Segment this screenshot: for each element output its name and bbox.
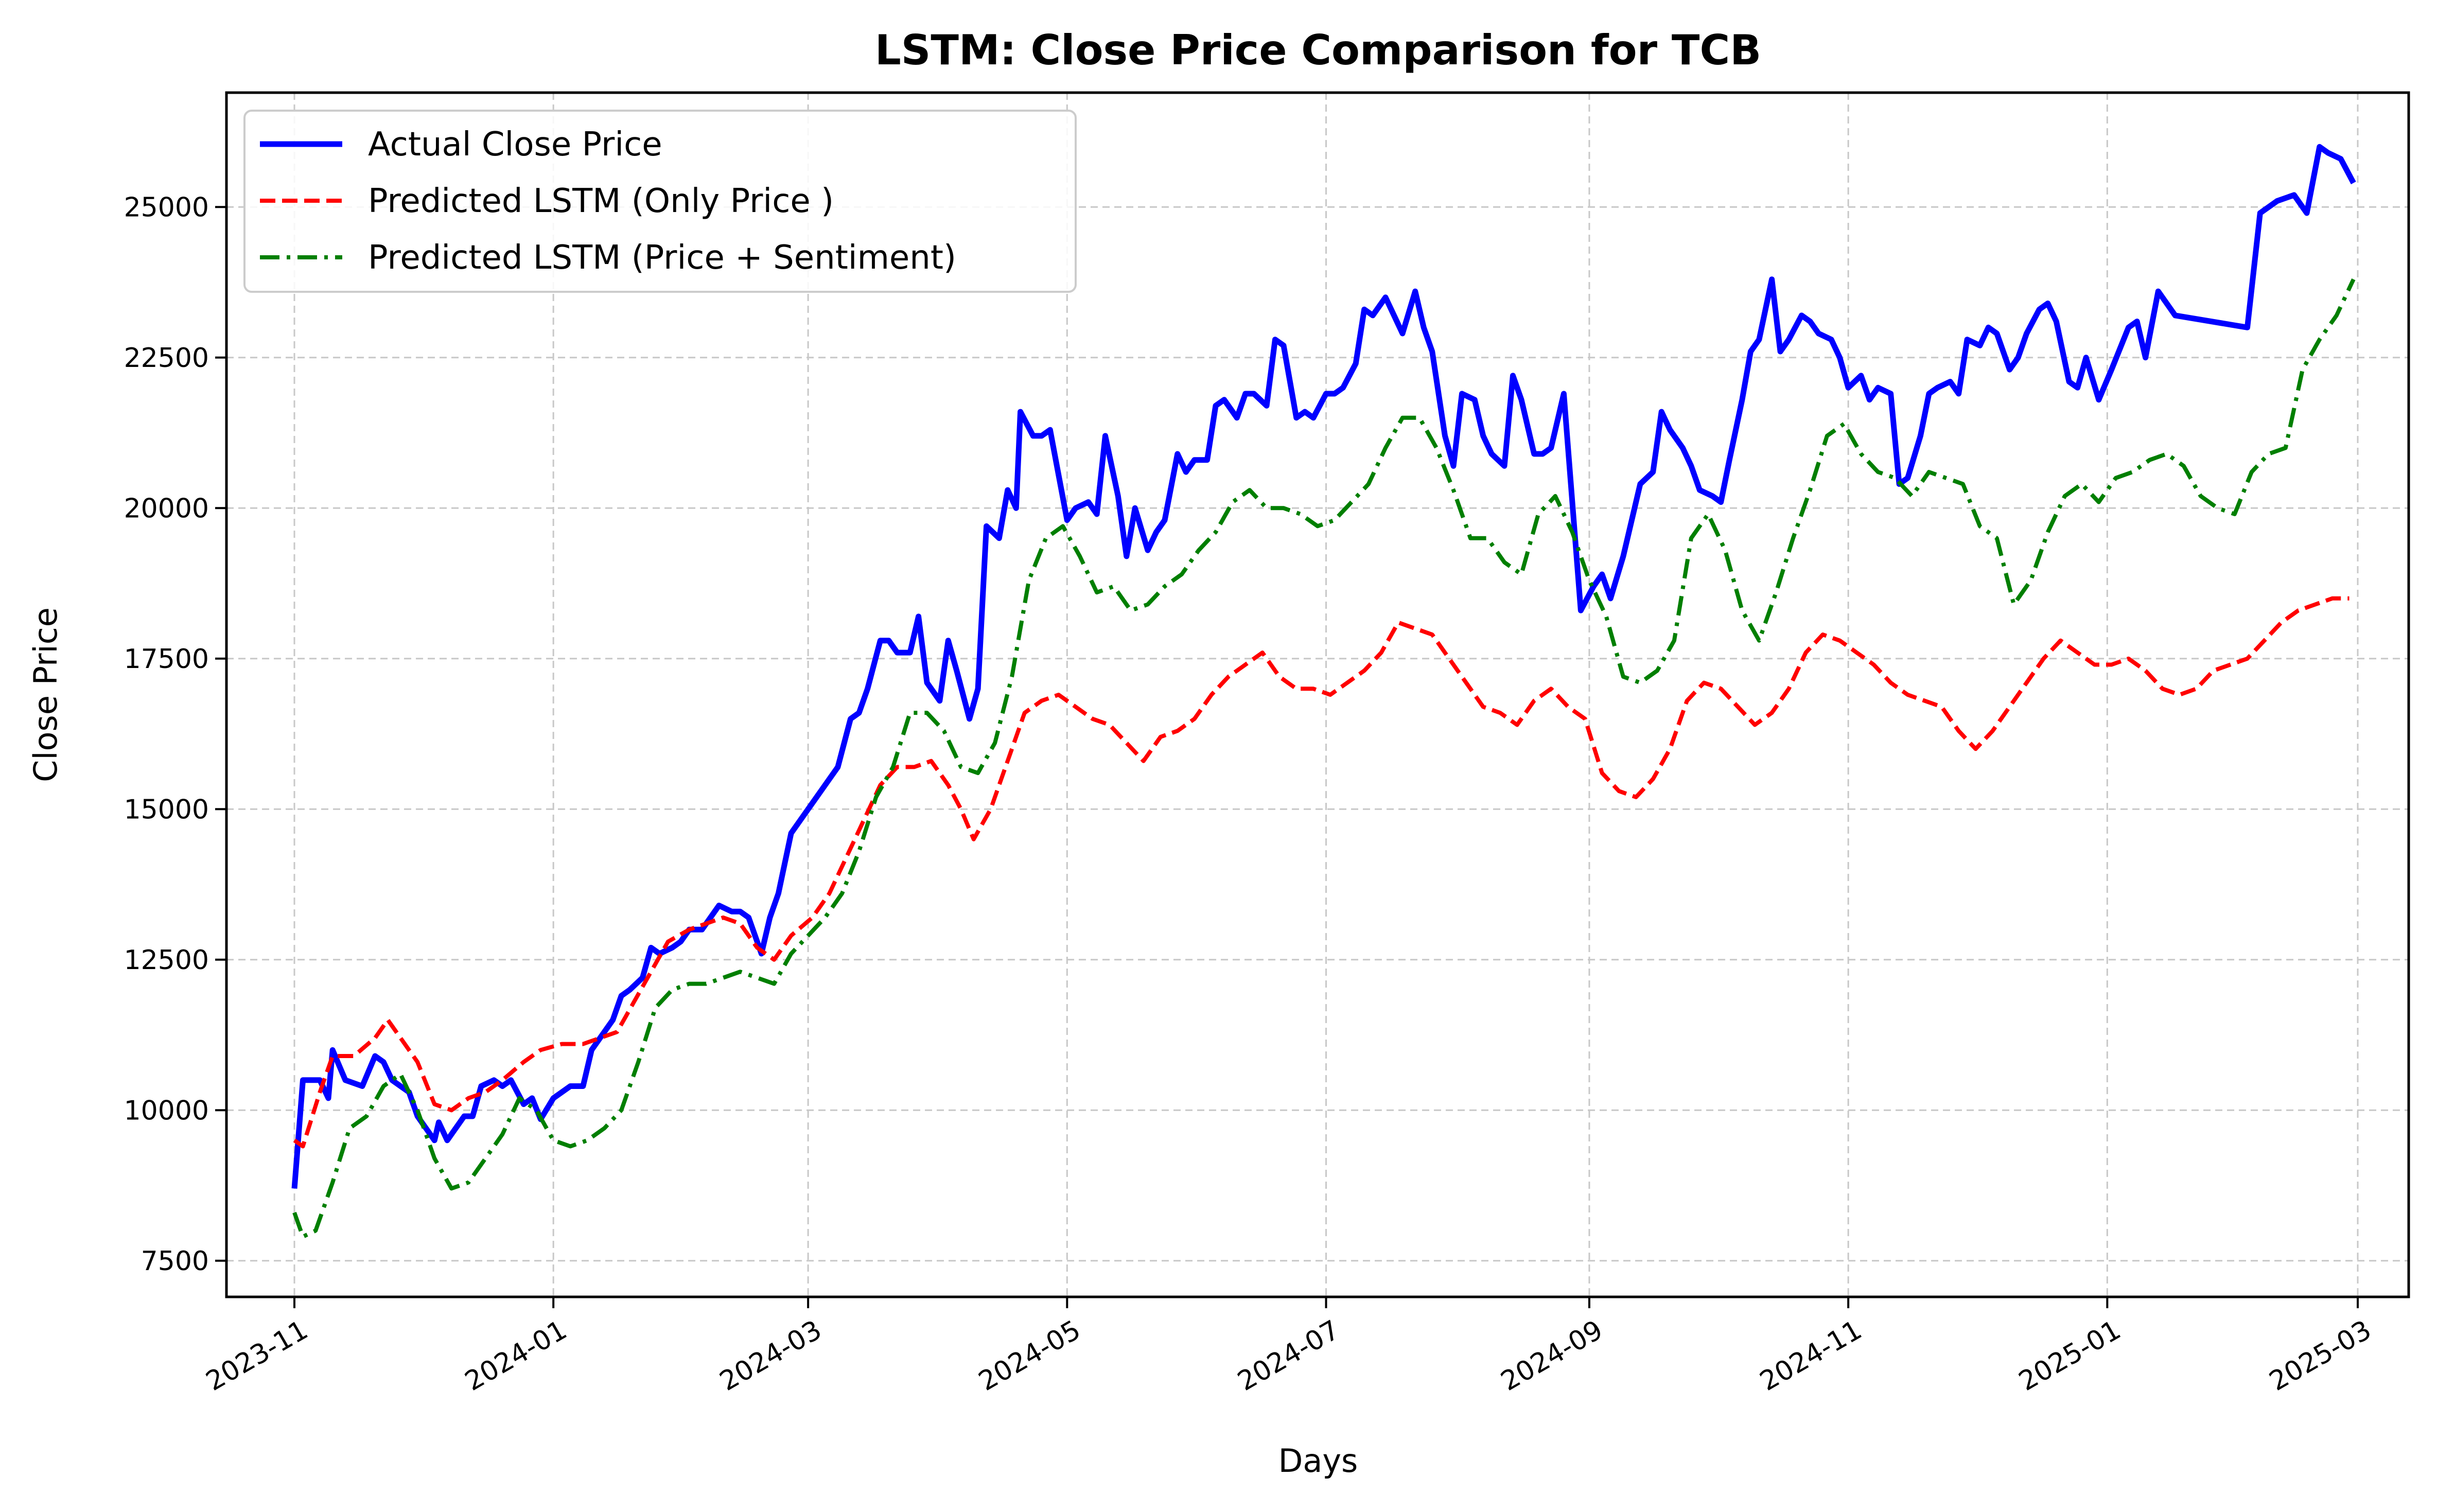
series-group — [291, 144, 2356, 1239]
y-tick-label: 22500 — [124, 343, 209, 374]
y-tick-label: 10000 — [124, 1095, 209, 1126]
y-tick-label: 20000 — [124, 493, 209, 524]
legend-box — [243, 110, 1077, 293]
y-axis: 7500 10000 12500 15000 17500 20000 22500 25000 — [124, 192, 226, 1277]
series-line-predicted-lstm-price-sentiment — [292, 278, 2356, 1239]
x-axis-label: Days — [1278, 1442, 1358, 1480]
chart-title: LSTM: Close Price Comparison for TCB — [875, 26, 1761, 74]
y-axis-label: Close Price — [27, 607, 64, 782]
y-tick-label: 17500 — [124, 644, 209, 675]
legend[interactable]: Actual Close Price Predicted LSTM (Only P… — [243, 110, 1077, 293]
y-tick-label: 7500 — [141, 1246, 209, 1277]
legend-label: Actual Close Price — [368, 126, 662, 164]
series-line-predicted-lstm-only-price — [293, 596, 2350, 1149]
plot-frame — [225, 91, 2410, 1298]
grid — [226, 93, 2409, 1297]
y-tick-label: 15000 — [124, 794, 209, 825]
legend-label: Predicted LSTM (Only Price ) — [368, 182, 834, 220]
series-line-actual-close-price — [291, 144, 2356, 1189]
y-tick-label: 12500 — [124, 945, 209, 976]
y-tick-label: 25000 — [124, 192, 209, 223]
legend-label: Predicted LSTM (Price + Sentiment) — [368, 239, 956, 277]
